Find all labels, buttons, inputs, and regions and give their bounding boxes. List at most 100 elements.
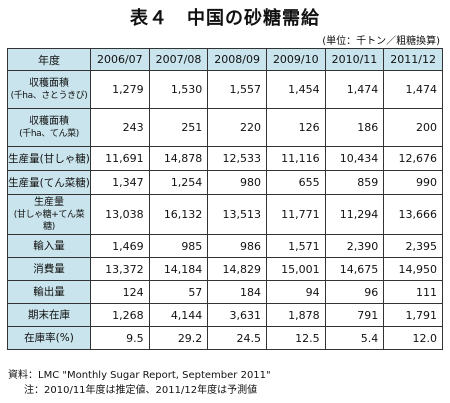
source-note: 資料：LMC "Monthly Sugar Report, September … (8, 370, 271, 381)
table-cell: 200 (383, 108, 443, 147)
row-label: 収穫面積 (千ha、さとうきび) (7, 70, 91, 109)
row-label-main: 生産量 (34, 196, 64, 208)
table-cell: 11,294 (324, 194, 385, 235)
table-row: 期末在庫 1,268 4,144 3,631 1,878 791 1,791 (7, 303, 443, 327)
table-row: 消費量 13,372 14,184 14,829 15,001 14,675 1… (7, 257, 443, 281)
unit-note: (単位：千トン／粗糖換算) (322, 36, 440, 47)
table-cell: 12,676 (383, 146, 443, 171)
row-label: 在庫率(%) (7, 326, 91, 350)
row-label: 生産量(甘しゃ糖) (7, 146, 91, 171)
remark-note: 注：2010/11年度は推定値、2011/12年度は予測値 (24, 385, 258, 396)
row-label-sub: (千ha、てん菜) (19, 128, 79, 139)
table-cell: 11,771 (265, 194, 326, 235)
table-row: 収穫面積 (千ha、てん菜) 243 251 220 126 186 200 (7, 108, 443, 147)
table-notes: 資料：LMC "Monthly Sugar Report, September … (8, 368, 271, 398)
table-row: 在庫率(%) 9.5 29.2 24.5 12.5 5.4 12.0 (7, 326, 443, 350)
row-label: 生産量(てん菜糖) (7, 170, 91, 195)
table-row: 輸入量 1,469 985 986 1,571 2,390 2,395 (7, 234, 443, 258)
table-cell: 29.2 (148, 326, 209, 350)
table-cell: 1,530 (148, 70, 209, 109)
table-cell: 1,454 (265, 70, 326, 109)
table-cell: 980 (207, 170, 267, 195)
table-cell: 5.4 (324, 326, 385, 350)
sugar-supply-demand-table: 年度 2006/07 2007/08 2008/09 2009/10 2010/… (7, 48, 443, 350)
corner-header: 年度 (7, 48, 91, 71)
year-header: 2011/12 (383, 48, 443, 71)
row-label-main: 収穫面積 (29, 77, 69, 89)
table-cell: 655 (265, 170, 326, 195)
table-cell: 985 (148, 234, 209, 258)
table-cell: 1,557 (207, 70, 267, 109)
table-cell: 990 (383, 170, 443, 195)
table-cell: 3,631 (207, 303, 267, 327)
table-cell: 4,144 (148, 303, 209, 327)
table-cell: 1,268 (90, 303, 150, 327)
table-cell: 186 (324, 108, 385, 147)
row-label-sub: (千ha、さとうきび) (10, 90, 88, 101)
table-cell: 986 (207, 234, 267, 258)
table-cell: 13,372 (90, 257, 150, 281)
table-title: 表４ 中国の砂糖需給 (130, 8, 320, 29)
table-cell: 111 (383, 280, 443, 304)
table-cell: 2,390 (324, 234, 385, 258)
table-cell: 1,878 (265, 303, 326, 327)
row-label: 消費量 (7, 257, 91, 281)
table-cell: 10,434 (324, 146, 385, 171)
table-cell: 126 (265, 108, 326, 147)
year-header: 2008/09 (207, 48, 267, 71)
table-cell: 12.5 (265, 326, 326, 350)
table-cell: 14,878 (148, 146, 209, 171)
table-cell: 1,469 (90, 234, 150, 258)
table-cell: 1,279 (90, 70, 150, 109)
table-cell: 14,184 (148, 257, 209, 281)
year-header: 2009/10 (265, 48, 326, 71)
header-row: 年度 2006/07 2007/08 2008/09 2009/10 2010/… (7, 48, 443, 71)
table-cell: 57 (148, 280, 209, 304)
table-cell: 1,347 (90, 170, 150, 195)
table-cell: 13,666 (383, 194, 443, 235)
table-cell: 791 (324, 303, 385, 327)
table-cell: 13,513 (207, 194, 267, 235)
row-label: 輸出量 (7, 280, 91, 304)
table-cell: 13,038 (90, 194, 150, 235)
table-row: 収穫面積 (千ha、さとうきび) 1,279 1,530 1,557 1,454… (7, 70, 443, 109)
table-cell: 15,001 (265, 257, 326, 281)
table-row: 生産量(てん菜糖) 1,347 1,254 980 655 859 990 (7, 170, 443, 195)
table-cell: 1,254 (148, 170, 209, 195)
table-cell: 14,829 (207, 257, 267, 281)
table-cell: 9.5 (90, 326, 150, 350)
table-cell: 243 (90, 108, 150, 147)
table-cell: 11,691 (90, 146, 150, 171)
table-cell: 24.5 (207, 326, 267, 350)
table-cell: 2,395 (383, 234, 443, 258)
table-cell: 124 (90, 280, 150, 304)
table-cell: 14,675 (324, 257, 385, 281)
table-cell: 184 (207, 280, 267, 304)
table-cell: 1,571 (265, 234, 326, 258)
table-cell: 220 (207, 108, 267, 147)
row-label-sub: (甘しゃ糖+てん菜糖) (13, 209, 85, 232)
row-label-main: 収穫面積 (29, 115, 69, 127)
table-row: 生産量(甘しゃ糖) 11,691 14,878 12,533 11,116 10… (7, 146, 443, 171)
table-cell: 12.0 (383, 326, 443, 350)
year-header: 2007/08 (148, 48, 209, 71)
table-cell: 12,533 (207, 146, 267, 171)
year-header: 2006/07 (90, 48, 150, 71)
table-cell: 1,791 (383, 303, 443, 327)
table-cell: 14,950 (383, 257, 443, 281)
table-cell: 96 (324, 280, 385, 304)
year-header: 2010/11 (324, 48, 385, 71)
row-label: 収穫面積 (千ha、てん菜) (7, 108, 91, 147)
row-label: 期末在庫 (7, 303, 91, 327)
table-cell: 251 (148, 108, 209, 147)
table-row: 輸出量 124 57 184 94 96 111 (7, 280, 443, 304)
row-label: 生産量 (甘しゃ糖+てん菜糖) (7, 194, 91, 235)
table-cell: 11,116 (265, 146, 326, 171)
row-label: 輸入量 (7, 234, 91, 258)
table-cell: 16,132 (148, 194, 209, 235)
table-cell: 859 (324, 170, 385, 195)
table-cell: 1,474 (383, 70, 443, 109)
table-cell: 1,474 (324, 70, 385, 109)
table-row: 生産量 (甘しゃ糖+てん菜糖) 13,038 16,132 13,513 11,… (7, 194, 443, 235)
table-cell: 94 (265, 280, 326, 304)
